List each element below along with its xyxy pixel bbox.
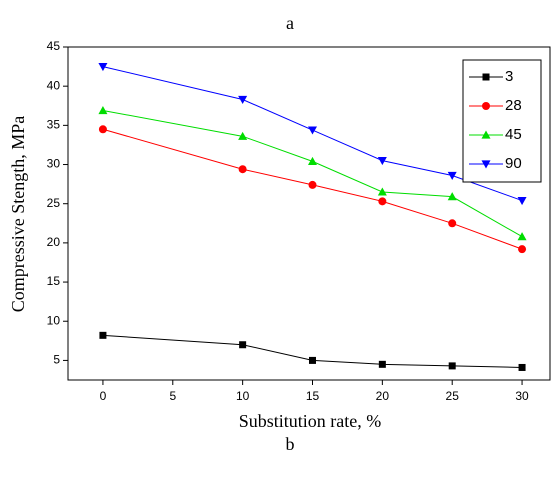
y-tick-label: 35 [47,118,61,132]
y-axis-label: Compressive Stength, MPa [8,116,28,313]
marker [98,62,108,72]
x-axis-label: Substitution rate, % [239,411,382,431]
series-line [102,334,523,368]
y-tick-label: 15 [47,274,61,288]
legend-marker [481,130,491,139]
y-tick-label: 5 [53,353,60,367]
x-tick-label: 0 [100,389,107,403]
caption: b [286,434,295,454]
marker [448,362,456,370]
marker [308,356,316,364]
legend-label: 45 [505,126,522,143]
marker [377,187,387,196]
marker [447,171,457,180]
x-tick-label: 5 [169,389,176,403]
y-tick-label: 45 [47,39,61,53]
y-tick-label: 30 [47,157,61,171]
marker [308,180,317,189]
x-tick-label: 25 [446,389,460,403]
marker [307,156,317,165]
marker [98,125,107,134]
series-line [102,109,523,238]
marker [378,360,386,368]
chart-title: a [286,13,294,33]
marker [239,341,247,349]
series-line [102,128,523,250]
x-tick-label: 15 [306,389,320,403]
legend-marker [482,102,490,110]
marker [448,219,457,228]
marker [378,197,387,206]
y-tick-label: 25 [47,196,61,210]
legend-label: 90 [505,155,522,172]
marker [517,232,527,241]
y-tick-label: 40 [47,78,61,92]
marker [518,245,527,254]
plot-frame [67,46,551,381]
marker [238,95,248,104]
legend-label: 3 [505,68,513,85]
legend-label: 28 [505,97,522,114]
marker [307,126,317,135]
x-tick-label: 10 [236,389,250,403]
marker [99,331,107,339]
y-tick-label: 10 [47,313,61,327]
legend-marker [481,160,491,169]
x-tick-label: 20 [376,389,390,403]
x-tick-label: 30 [515,389,529,403]
marker [238,165,247,174]
marker [98,105,108,115]
marker [377,157,387,166]
legend-marker [482,73,490,81]
marker [238,131,248,140]
marker [517,196,527,206]
marker [447,192,457,201]
marker [518,363,526,371]
legend-box [462,59,542,183]
y-tick-label: 20 [47,235,61,249]
